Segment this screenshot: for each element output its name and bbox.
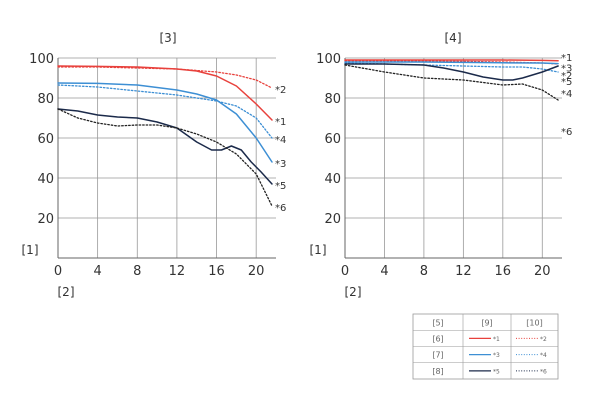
y-tick-label: 40 (37, 172, 54, 187)
series-end-label: *1 (561, 53, 572, 64)
y-tick-label: 100 (29, 52, 54, 67)
legend-row-label: [6] (432, 334, 443, 343)
chart-title: [3] (160, 31, 177, 45)
series-end-label: *4 (561, 89, 572, 100)
y-tick-label: 20 (37, 212, 54, 227)
series-end-label: *6 (561, 127, 572, 138)
series-end-label: *6 (275, 203, 286, 214)
series-line-4 (57, 84, 273, 139)
x-tick-label: 8 (420, 264, 428, 279)
series-line-3 (344, 61, 559, 65)
legend-solid-label: *5 (493, 368, 500, 375)
x-axis-label: [2] (58, 285, 75, 299)
legend-dotted-label: *4 (540, 352, 547, 359)
y-tick-label: 20 (324, 212, 341, 227)
legend-dotted-label: *6 (540, 368, 547, 375)
legend-solid-label: *1 (493, 336, 500, 343)
x-tick-label: 0 (54, 264, 62, 279)
series-end-label: *3 (561, 64, 572, 75)
series-line-3 (57, 82, 273, 163)
y-tick-label: 80 (37, 92, 54, 107)
legend-row-label: [8] (432, 367, 443, 376)
y-axis-label: [1] (22, 243, 39, 257)
x-tick-label: 12 (169, 264, 186, 279)
y-tick-label: 40 (324, 172, 341, 187)
x-tick-label: 16 (208, 264, 225, 279)
series-line-1 (57, 65, 273, 121)
chart-title: [4] (445, 31, 462, 45)
x-tick-label: 20 (534, 264, 551, 279)
y-tick-label: 60 (324, 132, 341, 147)
series-end-label: *4 (275, 135, 286, 146)
x-tick-label: 8 (133, 264, 141, 279)
legend-table: [5] [9] [10] [6] *1 *2 [7] *3 *4 [8] *5 *6 (412, 313, 559, 380)
series-line-5 (57, 108, 273, 185)
legend-row-label: [7] (432, 351, 443, 360)
mtf-chart-tele: [4] 20 40 60 80 100 0 4 8 12 16 20 [1] [2] *1 *2*3 *4*5 *… (310, 31, 573, 299)
series-end-label: *2 (275, 85, 286, 96)
x-tick-label: 12 (455, 264, 472, 279)
series-line-6 (57, 108, 273, 207)
legend-header-cell: [9] (481, 319, 492, 328)
x-axis-label: [2] (345, 285, 362, 299)
series-line-5 (344, 63, 559, 81)
legend-solid-label: *3 (493, 352, 500, 359)
mtf-chart-wide: [3] 20 40 60 80 100 0 4 8 12 16 20 [1] [2] *1 *2 *3 *4 *5 *… (22, 31, 287, 299)
series-line-1 (344, 59, 559, 62)
series-line-2 (57, 66, 273, 89)
series-end-label: *5 (275, 181, 286, 192)
x-tick-label: 4 (380, 264, 388, 279)
series-end-label: *3 (275, 159, 286, 170)
y-tick-label: 60 (37, 132, 54, 147)
x-tick-label: 16 (495, 264, 512, 279)
series-line-6 (344, 64, 559, 101)
series-end-label: *1 (275, 117, 286, 128)
y-tick-label: 100 (316, 52, 341, 67)
legend-header-cell: [5] (432, 319, 443, 328)
x-tick-label: 4 (93, 264, 101, 279)
legend-dotted-label: *2 (540, 336, 547, 343)
y-tick-label: 80 (324, 92, 341, 107)
series-end-label: *2 (561, 71, 572, 82)
x-tick-label: 0 (341, 264, 349, 279)
x-tick-label: 20 (248, 264, 265, 279)
legend-header-cell: [10] (526, 319, 542, 328)
y-axis-label: [1] (310, 243, 327, 257)
series-end-label: *5 (561, 77, 572, 88)
